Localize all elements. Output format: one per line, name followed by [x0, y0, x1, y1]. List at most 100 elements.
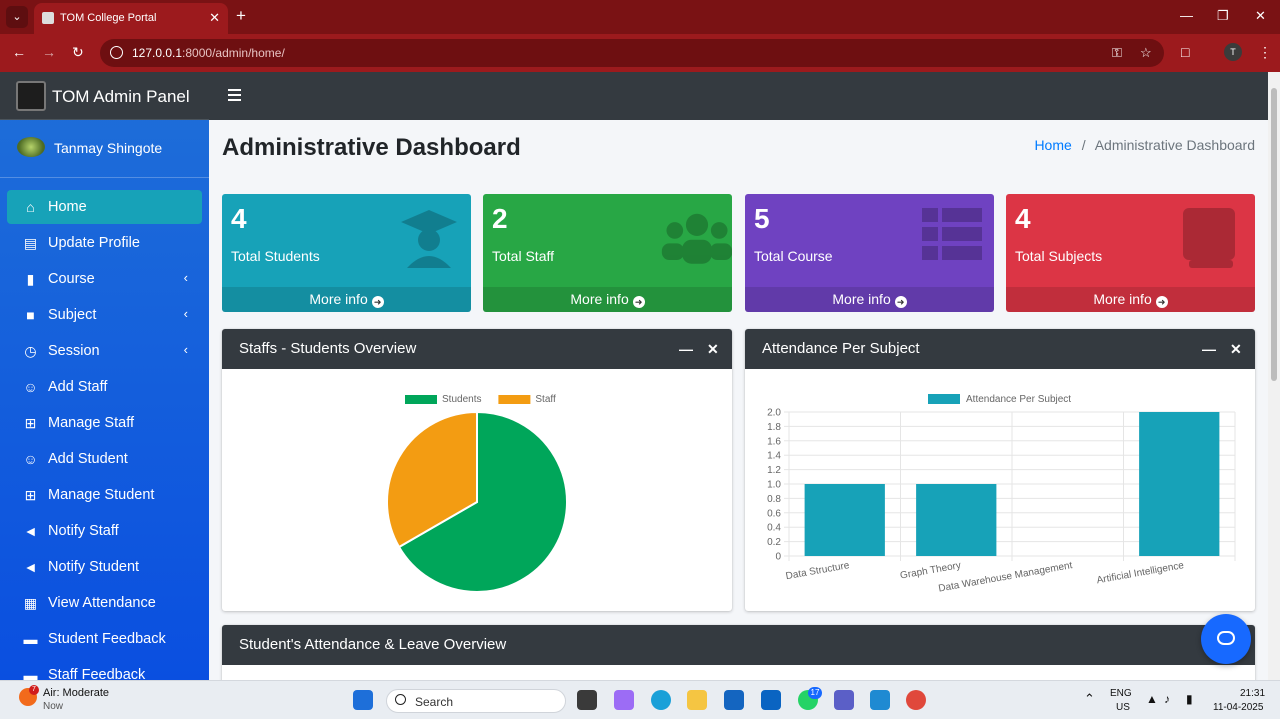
- attendance-card: Attendance Per Subject — ✕ Attendance Pe…: [745, 329, 1255, 611]
- sidebar-item-course[interactable]: ▮ Course ‹: [7, 262, 202, 296]
- bar-chart: Attendance Per Subject 0 0.2 0.4 0.6 0.8 1.0 1.…: [767, 394, 1236, 595]
- file-explorer-icon[interactable]: [687, 690, 707, 710]
- tab-search-button[interactable]: ⌄: [6, 6, 28, 28]
- reload-icon[interactable]: ↻: [72, 44, 84, 60]
- y-tick-label: 1.8: [767, 422, 781, 433]
- stat-box-total-subjects: 4 Total Subjects More info ➜: [1006, 194, 1255, 312]
- chat-button[interactable]: [1201, 614, 1251, 664]
- extensions-icon[interactable]: □: [1181, 44, 1190, 60]
- more-info-link[interactable]: More info ➜: [483, 287, 732, 312]
- y-tick-label: 0: [775, 552, 781, 563]
- card-title: Staffs - Students Overview: [239, 340, 417, 357]
- breadcrumb-current: Administrative Dashboard: [1094, 137, 1255, 153]
- minimize-card-icon[interactable]: —: [679, 341, 693, 357]
- sidebar-item-view-attendance[interactable]: ▦ View Attendance: [7, 586, 202, 620]
- wifi-icon[interactable]: ▲: [1146, 692, 1158, 706]
- arrow-circle-right-icon: ➜: [894, 296, 907, 308]
- address-bar[interactable]: 127.0.0.1:8000/admin/home/ ⚿ ☆: [100, 39, 1164, 67]
- start-icon[interactable]: [353, 690, 373, 710]
- legend-label: Staff: [535, 394, 556, 405]
- close-card-icon[interactable]: ✕: [707, 341, 719, 357]
- vscode-icon[interactable]: [870, 690, 890, 710]
- sidebar-item-manage-staff[interactable]: ⊞ Manage Staff: [7, 406, 202, 440]
- teams-icon[interactable]: [834, 690, 854, 710]
- y-tick-label: 1.4: [767, 451, 781, 462]
- sidebar-item-student-feedback[interactable]: ▬ Student Feedback: [7, 622, 202, 656]
- more-info-label: More info: [1093, 291, 1152, 307]
- stat-value: 2: [492, 203, 508, 234]
- back-arrow-icon[interactable]: ←: [12, 44, 26, 60]
- arrow-circle-right-icon: ➜: [632, 296, 645, 308]
- more-info-label: More info: [309, 291, 368, 307]
- hamburger-menu-icon[interactable]: [228, 89, 241, 101]
- graduate-icon: [399, 208, 459, 268]
- table-icon: [922, 208, 982, 268]
- sidebar-item-label: Course: [48, 271, 95, 287]
- brand-link[interactable]: TOM Admin Panel: [0, 72, 209, 120]
- more-info-link[interactable]: More info ➜: [1006, 287, 1255, 312]
- top-navbar: [209, 72, 1268, 120]
- stat-label: Total Course: [754, 248, 833, 264]
- weather-title[interactable]: Air: Moderate: [43, 687, 110, 699]
- edge-icon[interactable]: [651, 690, 671, 710]
- close-card-icon[interactable]: ✕: [1230, 341, 1242, 357]
- pie-slice-students: [397, 410, 568, 593]
- clock-icon: ◷: [24, 343, 37, 359]
- sidebar-item-staff-feedback[interactable]: ▬ Staff Feedback: [7, 658, 202, 680]
- battery-icon[interactable]: ▮: [1186, 692, 1193, 706]
- sidebar-item-session[interactable]: ◷ Session ‹: [7, 334, 202, 368]
- bookmark-star-icon[interactable]: ☆: [1140, 45, 1152, 60]
- more-info-link[interactable]: More info ➜: [745, 287, 994, 312]
- stat-box-total-staff: 2 Total Staff More info ➜: [483, 194, 732, 312]
- card-header: Attendance Per Subject — ✕: [745, 329, 1255, 369]
- sidebar-item-subject[interactable]: ■ Subject ‹: [7, 298, 202, 332]
- stat-box-total-course: 5 Total Course More info ➜: [745, 194, 994, 312]
- sidebar-item-update-profile[interactable]: ▤ Update Profile: [7, 226, 202, 260]
- sidebar-item-home[interactable]: ⌂ Home: [7, 190, 202, 224]
- key-icon[interactable]: ⚿: [1112, 45, 1122, 60]
- y-tick-label: 0.4: [767, 523, 781, 534]
- card-title: Student's Attendance & Leave Overview: [239, 636, 507, 653]
- forward-arrow-icon[interactable]: →: [42, 44, 56, 60]
- grid-icon: ⊞: [24, 415, 37, 431]
- bar-1: [916, 484, 997, 556]
- stat-label: Total Staff: [492, 248, 555, 264]
- copilot-icon[interactable]: [614, 690, 634, 710]
- outlook-icon[interactable]: [761, 690, 781, 710]
- task-view-icon[interactable]: [577, 690, 597, 710]
- breadcrumb-home-link[interactable]: Home: [1034, 137, 1072, 153]
- sidebar-item-add-staff[interactable]: ☺ Add Staff: [7, 370, 202, 404]
- y-tick-label: 1.2: [767, 465, 781, 476]
- clock-time[interactable]: 21:31: [1240, 688, 1266, 699]
- user-name[interactable]: Tanmay Shingote: [54, 140, 163, 156]
- browser-tab[interactable]: TOM College Portal ✕: [34, 3, 228, 34]
- chevron-up-icon[interactable]: ⌃: [1084, 691, 1095, 706]
- sidebar-item-notify-student[interactable]: ◄ Notify Student: [7, 550, 202, 584]
- browser-menu-icon[interactable]: ⋮: [1258, 44, 1272, 60]
- sidebar-item-add-student[interactable]: ☺ Add Student: [7, 442, 202, 476]
- store-icon[interactable]: [724, 690, 744, 710]
- bookmark-icon: ▮: [26, 271, 35, 287]
- url-text: 127.0.0.1:8000/admin/home/: [132, 46, 285, 60]
- profile-avatar[interactable]: T: [1224, 43, 1242, 61]
- page-scrollbar[interactable]: [1268, 72, 1280, 680]
- chrome-icon[interactable]: [906, 690, 926, 710]
- whatsapp-badge: 17: [808, 687, 822, 699]
- new-tab-button[interactable]: +: [236, 6, 246, 25]
- user-panel: Tanmay Shingote: [0, 120, 209, 178]
- tab-close-icon[interactable]: ✕: [209, 10, 220, 25]
- close-window-button[interactable]: ✕: [1255, 8, 1266, 23]
- sidebar-item-notify-staff[interactable]: ◄ Notify Staff: [7, 514, 202, 548]
- volume-icon[interactable]: ♪: [1164, 692, 1170, 706]
- sidebar-item-manage-student[interactable]: ⊞ Manage Student: [7, 478, 202, 512]
- language-primary[interactable]: ENG: [1110, 688, 1132, 699]
- site-info-icon[interactable]: [110, 46, 123, 59]
- more-info-link[interactable]: More info ➜: [222, 287, 471, 312]
- taskbar-search[interactable]: Search: [386, 689, 566, 713]
- scrollbar-thumb[interactable]: [1271, 88, 1277, 381]
- maximize-button[interactable]: ❐: [1217, 8, 1229, 23]
- chevron-left-icon: ‹: [183, 306, 188, 321]
- minimize-button[interactable]: —: [1180, 8, 1193, 23]
- browser-toolbar: ← → ↻ 127.0.0.1:8000/admin/home/ ⚿ ☆ □ T…: [0, 34, 1280, 72]
- minimize-card-icon[interactable]: —: [1202, 341, 1216, 357]
